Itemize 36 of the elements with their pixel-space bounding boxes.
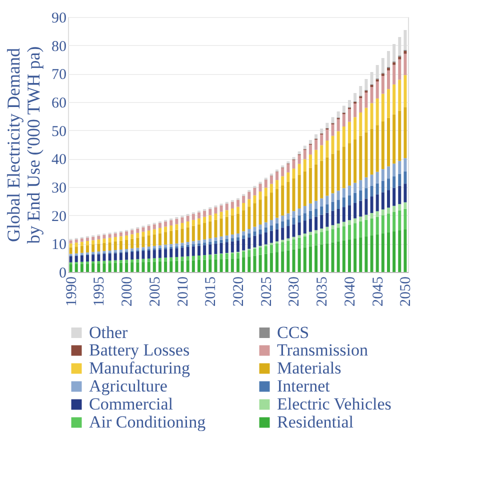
legend-label: Agriculture — [89, 376, 168, 396]
legend-label: Commercial — [89, 394, 174, 414]
y-axis-title: Global Electricity Demand by End Use ('000 TWH pa) — [4, 46, 44, 244]
legend-label: Internet — [277, 376, 330, 396]
y-tick-label: 60 — [52, 96, 66, 112]
x-tick-label: 1990 — [64, 276, 80, 306]
y-tick-label: 0 — [59, 266, 66, 282]
x-tick-label: 2010 — [175, 276, 192, 306]
x-tick-label: 1995 — [92, 276, 108, 306]
x-tick-label: 2015 — [203, 276, 220, 306]
legend-label: Materials — [277, 358, 342, 378]
x-tick-label: 2035 — [314, 276, 331, 306]
y-tick-label: 40 — [52, 152, 66, 168]
x-tick-label: 2030 — [286, 276, 303, 306]
x-tick-label: 2050 — [398, 276, 414, 306]
legend-label: Manufacturing — [89, 358, 191, 378]
y-tick-label: 70 — [52, 67, 66, 84]
legend-label: Other — [89, 322, 128, 342]
y-tick-label: 80 — [52, 38, 66, 55]
y-tick-label: 90 — [52, 10, 66, 26]
y-tick-label: 20 — [52, 208, 66, 225]
x-tick-label: 2025 — [258, 276, 275, 306]
x-tick-label: 2045 — [370, 276, 386, 306]
legend-label: CCS — [277, 322, 310, 342]
y-tick-label: 30 — [52, 180, 66, 196]
legend-label: Air Conditioning — [89, 412, 206, 432]
x-tick-label: 2000 — [120, 276, 136, 306]
legend-label: Electric Vehicles — [277, 394, 392, 414]
x-tick-label: 2040 — [342, 276, 358, 306]
legend-label: Residential — [277, 412, 354, 432]
legend-label: Transmission — [277, 340, 369, 360]
x-tick-label: 2005 — [147, 276, 164, 306]
legend-label: Battery Losses — [89, 340, 190, 360]
y-tick-label: 10 — [52, 237, 66, 254]
y-tick-label: 50 — [52, 124, 66, 140]
x-tick-label: 2020 — [231, 276, 247, 306]
